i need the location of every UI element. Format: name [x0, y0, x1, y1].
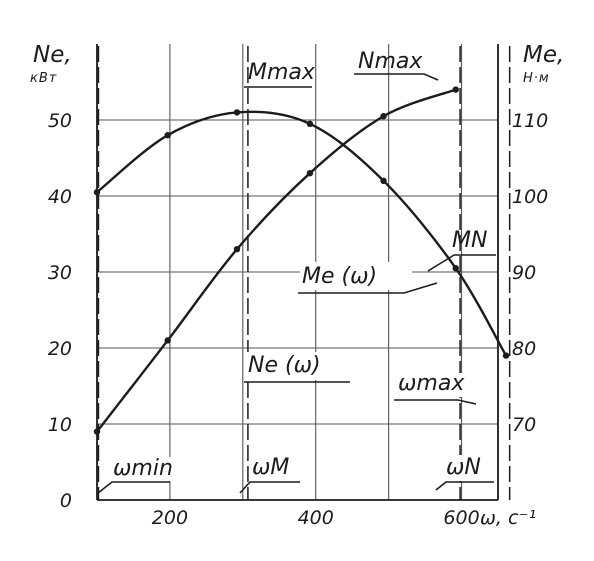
left-axis-unit: кВт [30, 71, 57, 86]
right-tick-label: 80 [512, 338, 536, 360]
omega-n-text: ωN [446, 455, 481, 480]
data-point-me [164, 132, 171, 139]
data-point-me [93, 189, 101, 196]
left-tick-label: 0 [60, 490, 72, 512]
data-point-ne [164, 337, 171, 344]
m-n-text: MN [452, 228, 487, 253]
x-tick-label: 600 [443, 507, 479, 529]
annotation-omega-min: ωmin [97, 456, 173, 494]
annotation-me-curve: Me (ω) [298, 262, 438, 294]
right-tick-label: 90 [512, 262, 536, 284]
annotation-ne-curve: Ne (ω) [244, 352, 350, 383]
omega-max-label-bg [396, 373, 464, 397]
omega-min-underline [97, 481, 170, 494]
right-tick-label: 70 [512, 414, 536, 436]
n-max-text: Nmax [358, 49, 423, 74]
x-tick-label: 200 [152, 507, 188, 529]
reference-lines [97, 46, 511, 500]
data-point-ne [233, 246, 241, 253]
omega-min-label-bg [110, 457, 172, 481]
annotation-m-n: MN [427, 228, 496, 272]
annotation-m-max: Mmax [244, 60, 316, 88]
data-point-me [452, 265, 459, 272]
data-point-ne [452, 86, 459, 93]
omega-m-text: ωM [252, 455, 289, 480]
me-curve-label-bg [300, 262, 412, 290]
left-axis-label: Ne, [33, 42, 72, 68]
left-tick-label: 20 [48, 338, 72, 360]
omega-max-text: ωmax [398, 371, 465, 396]
omega-n-underline [435, 481, 494, 491]
right-axis-label: Me, [523, 42, 564, 68]
annotation-omega-max: ωmax [394, 371, 477, 405]
annotation-omega-m: ωM [239, 455, 302, 494]
omega-max-underline [394, 399, 477, 405]
omega-m-label-bg [250, 455, 302, 481]
data-point-me [233, 109, 241, 116]
data-point-me [306, 120, 314, 128]
left-tick-label: 40 [48, 186, 72, 208]
right-axis-unit: Н·м [523, 71, 550, 86]
series-line-me [95, 110, 508, 357]
data-point-me [380, 177, 387, 184]
left-tick-label: 50 [48, 110, 72, 132]
axes [96, 44, 499, 501]
grid [97, 44, 498, 500]
right-tick-label: 110 [512, 110, 548, 132]
data-point-ne [380, 113, 387, 120]
ne-curve-text: Ne (ω) [248, 353, 321, 378]
n-max-underline [354, 73, 439, 81]
data-point-ne [306, 170, 314, 177]
right-tick-label: 100 [512, 186, 548, 208]
annotation-omega-n: ωN [435, 455, 496, 491]
x-tick-label: 400 [298, 507, 334, 529]
tick-labels: 0 10 20 30 40 50 70 80 90 100 110 200 400 600 [48, 110, 548, 529]
data-point-ne [93, 428, 101, 435]
left-tick-label: 10 [48, 414, 72, 436]
ne-curve-label-bg [247, 352, 347, 380]
left-tick-label: 30 [48, 262, 72, 284]
curves [93, 86, 510, 435]
annotation-n-max: Nmax [354, 49, 439, 81]
me-curve-text: Me (ω) [302, 264, 377, 289]
m-n-underline [427, 254, 496, 272]
data-point-me [502, 352, 510, 359]
me-curve-underline [298, 282, 438, 294]
omega-n-label-bg [444, 455, 496, 481]
omega-min-text: ωmin [113, 456, 173, 481]
m-max-text: Mmax [248, 60, 316, 85]
x-axis-label: ω, с⁻¹ [480, 507, 536, 529]
omega-m-underline [239, 481, 300, 494]
